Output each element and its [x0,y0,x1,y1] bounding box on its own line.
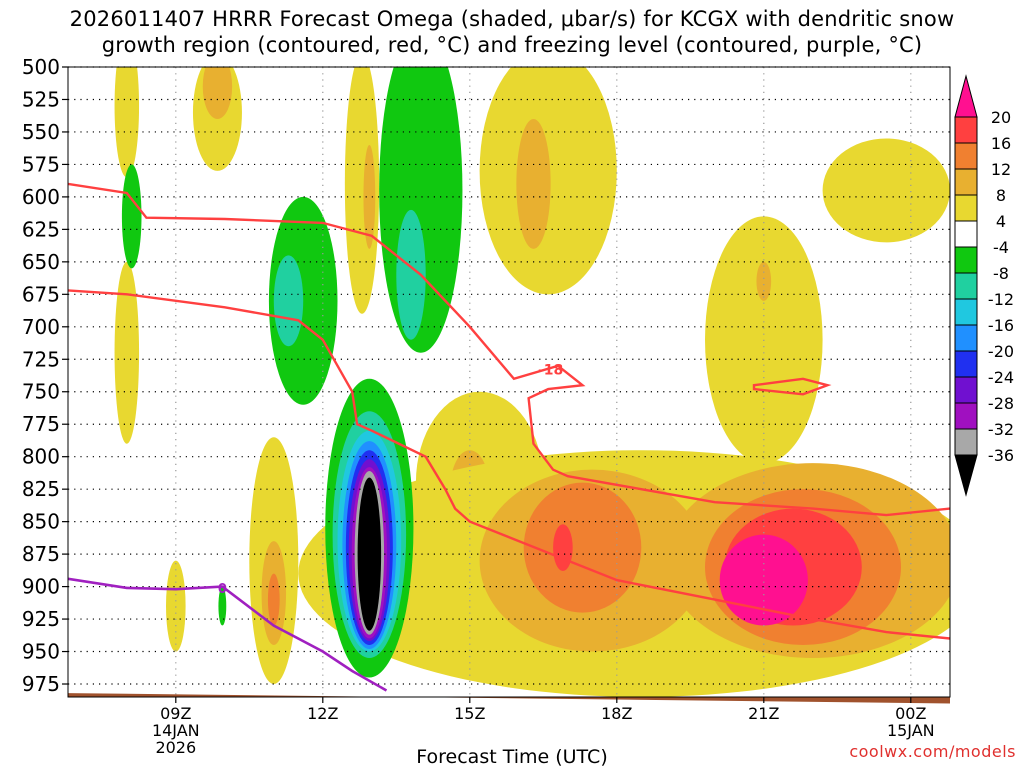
omega-region-39 [218,586,227,626]
colorbar-label: -24 [988,368,1014,387]
omega-region-9 [363,144,376,249]
y-tick-label: 750 [22,380,60,404]
colorbar-swatch-13 [954,428,978,456]
freezing-level-line [68,577,388,692]
colorbar-swatch-7 [954,272,978,300]
colorbar-label: 12 [991,160,1011,179]
credit-text: coolwx.com/models [849,742,1016,761]
omega-region-29 [396,209,426,340]
grid [68,66,950,697]
y-tick-label: 775 [22,412,60,436]
y-tick-label: 550 [22,120,60,144]
x-tick-label: 15Z [454,704,485,723]
x-tick-year: 2026 [155,738,196,757]
colorbar-label: 8 [996,186,1006,205]
colorbar-label: -8 [993,264,1009,283]
y-axis: 500 525 550 575 600 625 650 675 700 725 750 775 800 8… [22,55,68,696]
contour-labels: -18 0 [218,363,563,597]
y-tick-label: 875 [22,542,60,566]
y-tick-label: 525 [22,87,60,111]
colorbar-label: 20 [991,108,1011,127]
omega-region-0 [114,261,140,444]
dgz-contour-label: -18 [538,363,563,379]
y-tick-label: 500 [22,55,60,79]
x-tick-date: 15JAN [887,721,935,740]
y-tick-label: 625 [22,217,60,241]
omega-region-7 [267,573,280,626]
colorbar-swatch-1 [954,116,978,144]
y-tick-label: 700 [22,315,60,339]
colorbar-top-arrow [954,74,978,118]
omega-region-27 [273,255,304,347]
dgz-contour-upper [68,182,950,517]
y-tick-label: 900 [22,575,60,599]
colorbar-swatch-12 [954,402,978,430]
colorbar-label: -36 [988,446,1014,465]
colorbar-swatch-6 [954,246,978,274]
colorbar-swatch-9 [954,324,978,352]
colorbar-label: -12 [988,290,1014,309]
y-tick-label: 575 [22,152,60,176]
x-tick-label: 18Z [601,704,632,723]
omega-region-11 [516,118,551,249]
omega-region-4 [202,67,233,119]
omega-region-1 [114,67,140,178]
omega-region-24 [719,534,808,626]
y-tick-label: 825 [22,477,60,501]
colorbar: 20 16 12 8 4 -4 -8 -12 -16 -20 -24 -28 -32 -36 [954,74,1014,497]
colorbar-label: -16 [988,316,1014,335]
omega-region-13 [705,216,823,464]
colorbar-label: 16 [991,134,1011,153]
omega-region-38 [357,477,382,631]
y-tick-label: 925 [22,607,60,631]
y-tick-label: 800 [22,445,60,469]
omega-region-12 [822,138,950,243]
colorbar-swatch-11 [954,376,978,404]
colorbar-swatch-4 [954,194,978,222]
y-tick-label: 950 [22,640,60,664]
contours [68,182,950,692]
y-tick-label: 850 [22,510,60,534]
colorbar-label: 4 [996,212,1006,231]
colorbar-bottom-arrow [954,454,978,497]
terrain-fill [68,693,950,704]
omega-region-2 [166,560,186,652]
y-tick-label: 675 [22,282,60,306]
dgz-contour-lower [68,289,950,640]
colorbar-label: -32 [988,420,1014,439]
chart-title-line1: 2026011407 HRRR Forecast Omega (shaded, … [69,7,955,31]
omega-region-19 [523,482,642,613]
x-tick-label: 00Z [895,704,926,723]
x-tick-date: 14JAN [152,721,200,740]
y-tick-label: 650 [22,250,60,274]
freezing-contour-label: 0 [218,582,227,597]
colorbar-label: -28 [988,394,1014,413]
omega-shading [114,67,950,697]
omega-region-26 [268,196,338,405]
omega-region-20 [553,524,573,571]
dgz-contour-loop [752,377,832,396]
colorbar-label: -4 [993,238,1009,257]
colorbar-swatch-8 [954,298,978,326]
chart-title-line2: growth region (contoured, red, °C) and f… [101,33,923,57]
colorbar-swatch-5 [954,220,978,248]
x-tick-label: 12Z [307,704,338,723]
colorbar-swatch-10 [954,350,978,378]
y-tick-label: 975 [22,672,60,696]
colorbar-label: -20 [988,342,1014,361]
y-tick-label: 725 [22,347,60,371]
omega-region-8 [344,67,380,314]
plot-frame [67,66,951,698]
terrain [68,693,950,704]
x-axis-title: Forecast Time (UTC) [416,746,608,768]
y-tick-label: 600 [22,185,60,209]
x-tick-label: 09Z [160,704,191,723]
omega-region-14 [756,261,772,301]
x-tick-label: 21Z [748,704,779,723]
colorbar-swatch-2 [954,142,978,170]
omega-region-25 [121,164,142,269]
colorbar-swatch-3 [954,168,978,196]
